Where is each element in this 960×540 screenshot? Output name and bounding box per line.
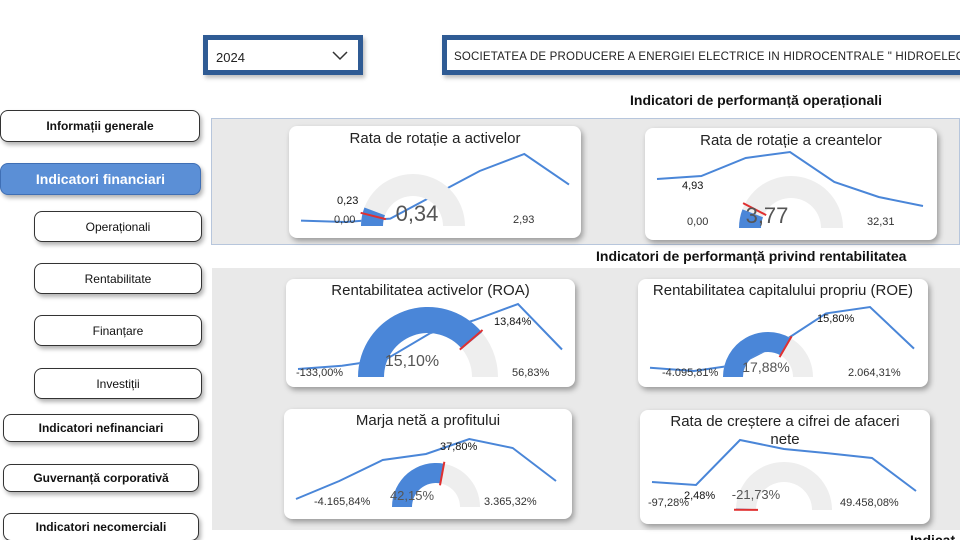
kpi-card-receivables-turnover[interactable]: Rata de rotație a creantelor 0,00 32,31 4,9… — [645, 128, 937, 240]
gauge-target-label: 2,48% — [684, 490, 716, 502]
gauge-target-marker — [439, 461, 446, 486]
section-title-profitability: Indicatori de performanță privind rentab… — [596, 248, 907, 264]
gauge-target-marker — [742, 202, 767, 216]
kpi-gauge-svg — [651, 438, 917, 511]
gauge-target-marker — [778, 335, 793, 358]
kpi-title: Rata de rotație a activelor — [349, 130, 521, 147]
gauge-max-label: 32,31 — [867, 216, 895, 228]
gauge-min-label: -4.095,81% — [662, 367, 719, 379]
year-value: 2024 — [216, 50, 245, 65]
trend-line — [297, 302, 563, 370]
gauge-fill — [392, 463, 445, 507]
gauge-value: 15,10% — [384, 353, 440, 370]
nav-operationali[interactable]: Operaționali — [34, 211, 202, 242]
nav-investitii[interactable]: Investiții — [34, 368, 202, 399]
kpi-gauge-svg — [300, 152, 570, 226]
kpi-card-asset-turnover[interactable]: Rata de rotație a activelor 0,00 2,93 0,23 0… — [289, 126, 581, 238]
nav-label: Rentabilitate — [84, 271, 152, 286]
gauge-value: 17,88% — [742, 359, 790, 375]
kpi-card-turnover-growth[interactable]: Rata de creștere a cifrei de afaceri net… — [640, 410, 930, 524]
kpi-title: Rata de rotație a creantelor — [700, 132, 882, 149]
kpi-title: Rentabilitatea capitalului propriu (ROE) — [652, 282, 914, 299]
gauge-target-label: 4,93 — [682, 180, 704, 192]
section-title-operational: Indicatori de performanță operaționali — [630, 92, 883, 108]
gauge-target-label: 15,80% — [817, 313, 855, 325]
nav-label: Indicatori nefinanciari — [38, 421, 164, 435]
nav-guvernanta-corporativa[interactable]: Guvernanță corporativă — [3, 464, 199, 492]
trend-line — [651, 438, 917, 492]
nav-label: Indicatori necomerciali — [35, 520, 167, 534]
gauge-target-label: 37,80% — [440, 441, 478, 453]
kpi-card-roe[interactable]: Rentabilitatea capitalului propriu (ROE)… — [638, 279, 928, 387]
section-title-fragment: Indicat — [910, 532, 956, 540]
gauge-min-label: -133,00% — [296, 367, 344, 379]
kpi-title: Rentabilitatea activelor (ROA) — [331, 282, 530, 299]
gauge-background — [736, 462, 832, 510]
gauge-fill — [723, 332, 791, 377]
kpi-gauge-svg — [297, 302, 563, 377]
nav-indicatori-nefinanciari[interactable]: Indicatori nefinanciari — [3, 414, 199, 442]
gauge-background — [361, 174, 465, 226]
nav-finantare[interactable]: Finanțare — [34, 315, 202, 346]
chevron-down-icon[interactable] — [332, 49, 348, 61]
company-name: SOCIETATEA DE PRODUCERE A ENERGIEI ELECT… — [454, 51, 960, 63]
company-selector[interactable]: SOCIETATEA DE PRODUCERE A ENERGIEI ELECT… — [442, 35, 960, 75]
nav-indicatori-financiari[interactable]: Indicatori financiari — [0, 163, 201, 195]
gauge-background — [739, 176, 843, 228]
kpi-gauge-svg — [649, 305, 915, 377]
nav-label: Operaționali — [85, 219, 151, 234]
gauge-fill — [358, 307, 482, 377]
gauge-fill — [739, 209, 763, 228]
gauge-value: 42,15% — [389, 488, 435, 503]
gauge-min-label: -4.165,84% — [314, 496, 371, 508]
kpi-title: Rata de creștere a cifrei de afaceri net… — [670, 413, 900, 448]
gauge-target-label: 0,23 — [337, 195, 359, 207]
nav-label: Investiții — [96, 376, 140, 391]
gauge-max-label: 3.365,32% — [484, 496, 537, 508]
kpi-card-roa[interactable]: Rentabilitatea activelor (ROA) -133,00% 56… — [286, 279, 575, 387]
gauge-target-label: 13,84% — [494, 316, 532, 328]
trend-line — [295, 437, 557, 500]
nav-label: Finanțare — [92, 323, 144, 338]
gauge-max-label: 2.064,31% — [848, 367, 901, 379]
nav-indicatori-necomerciali[interactable]: Indicatori necomerciali — [3, 513, 199, 540]
nav-label: Informații generale — [46, 119, 154, 133]
kpi-gauge-svg — [295, 437, 557, 507]
nav-label: Indicatori financiari — [35, 171, 166, 187]
trend-line — [656, 150, 924, 207]
gauge-value: -21,73% — [731, 487, 781, 502]
gauge-target-marker — [459, 329, 484, 351]
gauge-min-label: 0,00 — [334, 214, 356, 226]
nav-label: Guvernanță corporativă — [33, 471, 169, 485]
kpi-title: Marja netă a profitului — [355, 412, 501, 429]
gauge-max-label: 49.458,08% — [840, 497, 899, 509]
gauge-min-label: 0,00 — [687, 216, 709, 228]
gauge-value: 0,34 — [395, 201, 439, 226]
nav-informatii-generale[interactable]: Informații generale — [0, 110, 200, 142]
year-dropdown[interactable]: 2024 — [203, 35, 363, 75]
gauge-max-label: 2,93 — [513, 214, 535, 226]
gauge-value: 3,77 — [745, 203, 789, 228]
gauge-max-label: 56,83% — [512, 367, 550, 379]
kpi-card-net-margin[interactable]: Marja netă a profitului -4.165,84% 3.365,3… — [284, 409, 572, 519]
kpi-gauge-svg — [656, 150, 924, 228]
nav-rentabilitate[interactable]: Rentabilitate — [34, 263, 202, 294]
gauge-target-marker — [360, 211, 387, 221]
gauge-min-label: -97,28% — [648, 497, 689, 509]
